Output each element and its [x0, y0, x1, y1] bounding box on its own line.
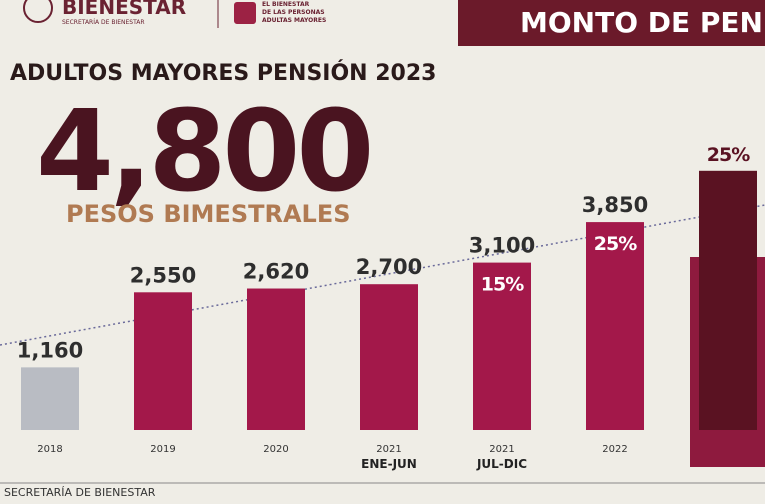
- bar: [247, 288, 305, 430]
- x-tick-label: 2021: [376, 444, 401, 455]
- program-icon: [234, 2, 256, 24]
- pct-label: 25%: [594, 233, 637, 255]
- bar: [699, 170, 757, 431]
- banner: [458, 0, 765, 46]
- subtitle: PESOS BIMESTRALES: [66, 200, 351, 228]
- value-label: 3,850: [582, 193, 648, 217]
- bar: [134, 292, 192, 430]
- bar: [360, 284, 418, 430]
- program-line: DE LAS PERSONAS: [262, 9, 325, 16]
- logo-icon: [23, 0, 53, 23]
- value-label: 2,550: [130, 263, 196, 287]
- bar: [473, 262, 531, 430]
- x-tick-label: 2018: [37, 444, 62, 455]
- bar: [21, 367, 79, 430]
- x-tick-label: 2021: [489, 444, 514, 455]
- x-tick-label: 2019: [150, 444, 175, 455]
- logo-sub: SECRETARÍA DE BIENESTAR: [62, 19, 145, 26]
- headline: 4,800: [36, 87, 370, 217]
- x-tick-label: 2022: [602, 444, 627, 455]
- value-label: 2,620: [243, 260, 309, 284]
- program-line: ADULTAS MAYORES: [262, 17, 326, 24]
- logo: BIENESTAR: [62, 0, 186, 19]
- chart-title: ADULTOS MAYORES PENSIÓN 2023: [10, 60, 436, 86]
- value-label: 2,700: [356, 255, 422, 279]
- program-line: EL BIENESTAR: [262, 1, 310, 8]
- value-label: 1,160: [17, 338, 83, 362]
- value-label: 3,100: [469, 234, 535, 258]
- x-tick-sublabel: JUL-DIC: [476, 457, 527, 471]
- pct-label: 15%: [481, 274, 524, 296]
- footer: SECRETARÍA DE BIENESTAR: [4, 486, 156, 499]
- bar: [586, 222, 644, 430]
- x-tick-label: 2020: [263, 444, 288, 455]
- pct-label: 25%: [707, 144, 750, 166]
- x-tick-sublabel: ENE-JUN: [361, 457, 417, 471]
- banner-text: MONTO DE PENS: [520, 6, 765, 39]
